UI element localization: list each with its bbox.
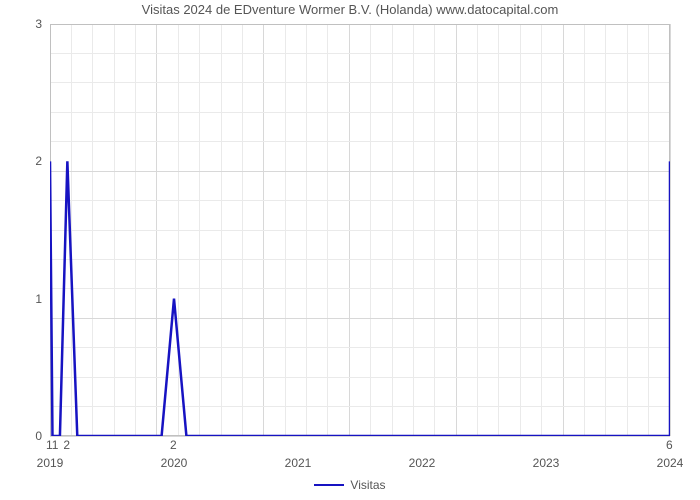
- chart-container: { "chart": { "type": "line", "title": "V…: [0, 0, 700, 500]
- y-tick-label: 2: [35, 154, 42, 168]
- x-tick-label: 2024: [657, 456, 684, 470]
- data-point-label: 11: [46, 438, 58, 452]
- x-tick-label: 2021: [285, 456, 312, 470]
- line-series: [50, 24, 670, 436]
- x-tick-label: 2022: [409, 456, 436, 470]
- legend: Visitas: [0, 478, 700, 492]
- legend-label: Visitas: [350, 478, 385, 492]
- chart-title: Visitas 2024 de EDventure Wormer B.V. (H…: [0, 2, 700, 17]
- x-tick-label: 2020: [161, 456, 188, 470]
- data-point-label: 2: [170, 438, 177, 452]
- x-tick-label: 2023: [533, 456, 560, 470]
- series-line: [50, 161, 670, 436]
- plot-area: [50, 24, 670, 436]
- y-tick-label: 3: [35, 17, 42, 31]
- data-point-label: 6: [666, 438, 673, 452]
- x-tick-label: 2019: [37, 456, 64, 470]
- legend-swatch: [314, 484, 344, 486]
- y-tick-label: 0: [35, 429, 42, 443]
- data-point-label: 2: [63, 438, 70, 452]
- y-tick-label: 1: [35, 292, 42, 306]
